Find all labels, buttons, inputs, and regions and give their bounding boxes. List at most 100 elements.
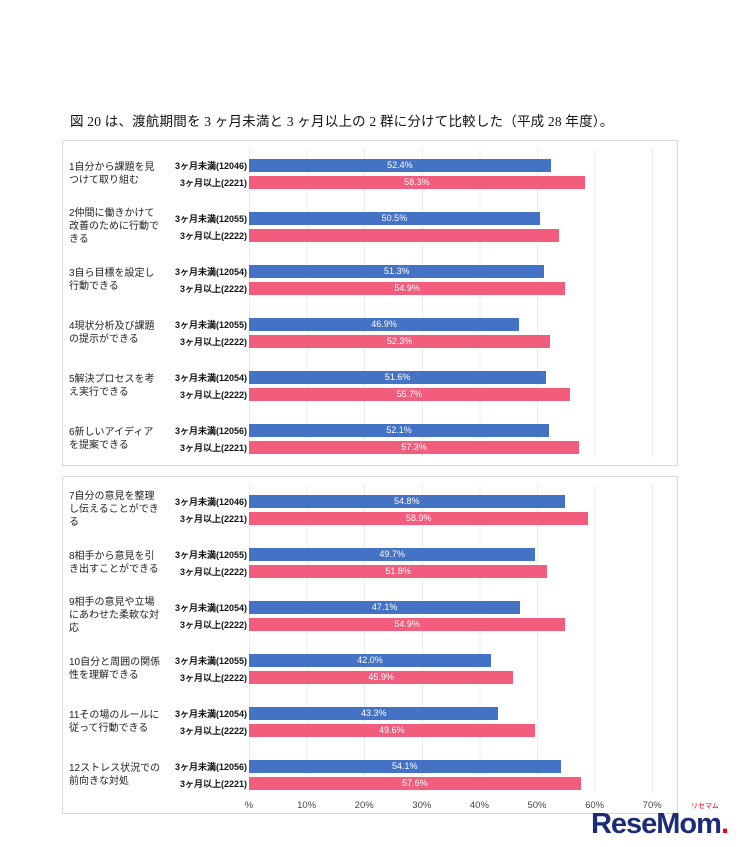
bar-over-3-months: 57.3% bbox=[249, 440, 580, 454]
series-label-under-3-months: 3ヶ月未満(12056) bbox=[174, 761, 247, 772]
series-label-over-3-months: 3ヶ月以上(2222) bbox=[179, 336, 247, 347]
series-label-under-3-months: 3ヶ月未満(12055) bbox=[174, 549, 247, 560]
chart-groups-bottom: 7自分の意見を整理し伝えることができる 3ヶ月未満(12046) 54.8% 3… bbox=[63, 477, 677, 801]
bar-value-label: 57.6% bbox=[402, 778, 428, 788]
bar-under-3-months: 51.6% bbox=[249, 370, 547, 384]
series-label-over-3-months: 3ヶ月以上(2222) bbox=[179, 230, 247, 241]
x-axis: % 10% 20% 30% 40% 50% 60% 70% bbox=[63, 798, 677, 811]
bar-pair: 3ヶ月未満(12055) 46.9% 3ヶ月以上(2222) 52.3% bbox=[161, 317, 677, 348]
bar-value-label: 51.6% bbox=[384, 372, 411, 382]
category-label: 6新しいアイディアを提案できる bbox=[69, 426, 154, 451]
bar-under-3-months: 42.0% bbox=[249, 653, 491, 667]
bar-over-3-months: 57.6% bbox=[249, 776, 581, 790]
bar-over-3-months: 54.9% bbox=[249, 617, 566, 631]
bar-value-label: 45.9% bbox=[368, 672, 394, 682]
bar-pair: 3ヶ月未満(12055) 49.7% 3ヶ月以上(2222) 51.8% bbox=[161, 547, 677, 578]
bar-value-label: 49.7% bbox=[379, 549, 405, 559]
bar-under-3-months: 50.5% bbox=[249, 211, 540, 225]
category-label: 3自ら目標を設定し行動できる bbox=[69, 267, 155, 292]
bar-under-3-months: 47.1% bbox=[249, 600, 521, 614]
bar-pair: 3ヶ月未満(12046) 52.4% 3ヶ月以上(2221) 58.3% bbox=[161, 158, 677, 189]
chart-group: 1自分から課題を見つけて取り組む 3ヶ月未満(12046) 52.4% 3ヶ月以… bbox=[69, 147, 677, 200]
chart-group: 4現状分析及び課題の提示ができる 3ヶ月未満(12055) 46.9% 3ヶ月以… bbox=[69, 306, 677, 359]
series-label-under-3-months: 3ヶ月未満(12054) bbox=[174, 602, 247, 613]
bar-value-label: 49.6% bbox=[379, 725, 405, 735]
logo-period: . bbox=[720, 808, 729, 840]
series-label-over-3-months: 3ヶ月以上(2221) bbox=[179, 778, 247, 789]
bar-value-label: 54.9% bbox=[394, 619, 420, 629]
chart-group: 7自分の意見を整理し伝えることができる 3ヶ月未満(12046) 54.8% 3… bbox=[69, 483, 677, 536]
chart-panel-top: 1自分から課題を見つけて取り組む 3ヶ月未満(12046) 52.4% 3ヶ月以… bbox=[62, 140, 678, 466]
bar-over-3-months: 55.7% bbox=[249, 387, 570, 401]
bar-value-label: 52.4% bbox=[387, 160, 413, 170]
bar-value-label: 46.9% bbox=[371, 319, 397, 329]
bar-over-3-months: 52.3% bbox=[249, 334, 551, 348]
chart-group: 8相手から意見を引き出すことができる 3ヶ月未満(12055) 49.7% 3ヶ… bbox=[69, 536, 677, 589]
chart-group: 11その場のルールに従って行動できる 3ヶ月未満(12054) 43.3% 3ヶ… bbox=[69, 695, 677, 748]
series-label-under-3-months: 3ヶ月未満(12056) bbox=[174, 425, 247, 436]
chart-group: 6新しいアイディアを提案できる 3ヶ月未満(12056) 52.1% 3ヶ月以上… bbox=[69, 412, 677, 465]
bar-over-3-months: 58.9% bbox=[249, 511, 589, 525]
category-label: 8相手から意見を引き出すことができる bbox=[69, 550, 159, 575]
bar-under-3-months: 51.3% bbox=[249, 264, 545, 278]
chart-group: 12ストレス状況での前向きな対処 3ヶ月未満(12056) 54.1% 3ヶ月以… bbox=[69, 748, 677, 801]
category-label: 7自分の意見を整理し伝えることができる bbox=[69, 491, 159, 528]
logo-ruby-text: リセマム bbox=[690, 803, 719, 810]
chart-group: 9相手の意見や立場にあわせた柔軟な対応 3ヶ月未満(12054) 47.1% 3… bbox=[69, 589, 677, 642]
resemom-logo: ReseMom リセマム . bbox=[591, 803, 729, 840]
chart-group: 2仲間に働きかけて改善のために行動できる 3ヶ月未満(12055) 50.5% … bbox=[69, 200, 677, 253]
series-label-under-3-months: 3ヶ月未満(12054) bbox=[174, 708, 247, 719]
bar-pair: 3ヶ月未満(12046) 54.8% 3ヶ月以上(2221) 58.9% bbox=[161, 494, 677, 525]
x-axis-tick-label: 50% bbox=[527, 800, 547, 811]
x-axis-tick-label: 60% bbox=[585, 800, 605, 811]
series-label-under-3-months: 3ヶ月未満(12055) bbox=[174, 655, 247, 666]
bar-under-3-months: 43.3% bbox=[249, 706, 499, 720]
bar-value-label: 51.8% bbox=[385, 566, 411, 576]
category-label: 4現状分析及び課題の提示ができる bbox=[69, 320, 155, 345]
bar-value-label: 58.3% bbox=[404, 177, 430, 187]
bar-value-label: 55.7% bbox=[396, 389, 423, 399]
series-label-over-3-months: 3ヶ月以上(2221) bbox=[179, 177, 247, 188]
bar-pair: 3ヶ月未満(12056) 52.1% 3ヶ月以上(2221) 57.3% bbox=[161, 423, 677, 454]
x-axis-tick-label: % bbox=[244, 800, 254, 811]
bar-value-label: 50.5% bbox=[381, 213, 408, 223]
category-label: 11その場のルールに従って行動できる bbox=[69, 709, 160, 734]
category-label: 10自分と周囲の関係性を理解できる bbox=[69, 656, 161, 681]
series-label-under-3-months: 3ヶ月未満(12054) bbox=[174, 266, 247, 277]
series-label-under-3-months: 3ヶ月未満(12055) bbox=[174, 213, 247, 224]
bar-pair: 3ヶ月未満(12054) 51.3% 3ヶ月以上(2222) 54.9% bbox=[161, 264, 677, 295]
category-label: 9相手の意見や立場にあわせた柔軟な対応 bbox=[69, 597, 159, 634]
bar-under-3-months: 54.8% bbox=[249, 494, 565, 508]
category-label: 2仲間に働きかけて改善のために行動できる bbox=[69, 208, 159, 245]
bar-over-3-months: 54.9% bbox=[249, 281, 566, 295]
x-axis-tick-label: 70% bbox=[642, 800, 662, 811]
category-label: 12ストレス状況での前向きな対処 bbox=[69, 762, 161, 787]
series-label-over-3-months: 3ヶ月以上(2221) bbox=[179, 442, 247, 453]
gridlines bbox=[249, 485, 673, 793]
bar-under-3-months: 46.9% bbox=[249, 317, 520, 331]
bar-pair: 3ヶ月未満(12055) 42.0% 3ヶ月以上(2222) 45.9% bbox=[161, 653, 677, 684]
bar-value-label: 51.3% bbox=[383, 266, 410, 276]
category-label: 5解決プロセスを考え実行できる bbox=[69, 373, 155, 398]
bar-over-3-months: 51.8% bbox=[249, 564, 548, 578]
bar-value-label: 54.8% bbox=[394, 496, 420, 506]
series-label-under-3-months: 3ヶ月未満(12054) bbox=[174, 372, 247, 383]
bar-value-label: 57.3% bbox=[401, 442, 427, 452]
series-label-under-3-months: 3ヶ月未満(12046) bbox=[174, 160, 247, 171]
series-label-over-3-months: 3ヶ月以上(2222) bbox=[179, 725, 247, 736]
figure-caption: 図 20 は、渡航期間を 3 ヶ月未満と 3 ヶ月以上の 2 群に分けて比較した… bbox=[70, 114, 614, 129]
bar-value-label: 42.0% bbox=[357, 655, 383, 665]
chart-group: 3自ら目標を設定し行動できる 3ヶ月未満(12054) 51.3% 3ヶ月以上(… bbox=[69, 253, 677, 306]
bar-over-3-months: 49.6% bbox=[249, 723, 535, 737]
bar-under-3-months: 52.1% bbox=[249, 423, 550, 437]
bar-pair: 3ヶ月未満(12055) 50.5% 3ヶ月以上(2222) bbox=[161, 211, 677, 242]
series-label-over-3-months: 3ヶ月以上(2222) bbox=[179, 566, 247, 577]
series-label-over-3-months: 3ヶ月以上(2221) bbox=[179, 513, 247, 524]
bar-pair: 3ヶ月未満(12054) 51.6% 3ヶ月以上(2222) 55.7% bbox=[161, 370, 677, 401]
gridlines bbox=[249, 149, 673, 457]
series-label-under-3-months: 3ヶ月未満(12046) bbox=[174, 496, 247, 507]
bar-value-label: 52.1% bbox=[386, 425, 412, 435]
bar-over-3-months: 58.3% bbox=[249, 175, 585, 189]
category-label: 1自分から課題を見つけて取り組む bbox=[69, 161, 155, 186]
chart-group: 5解決プロセスを考え実行できる 3ヶ月未満(12054) 51.6% 3ヶ月以上… bbox=[69, 359, 677, 412]
